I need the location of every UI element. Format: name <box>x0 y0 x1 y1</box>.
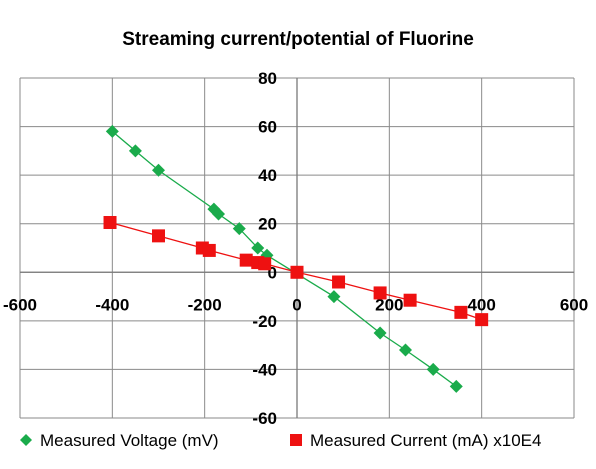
data-point-diamond <box>105 124 119 138</box>
legend: Measured Voltage (mV) Measured Current (m… <box>20 431 541 450</box>
legend-label: Measured Voltage (mV) <box>40 431 219 450</box>
data-point-square <box>454 305 468 319</box>
legend-marker-square <box>290 434 302 446</box>
data-point-square <box>403 293 417 307</box>
y-tick-label: 20 <box>258 215 277 234</box>
data-point-diamond <box>426 362 440 376</box>
legend-item-1: Measured Current (mA) x10E4 <box>290 431 541 450</box>
data-point-diamond <box>212 207 226 221</box>
data-point-square <box>202 243 216 257</box>
x-tick-label: -600 <box>3 295 37 314</box>
data-point-diamond <box>152 163 165 177</box>
data-point-diamond <box>398 343 412 357</box>
data-point-diamond <box>327 290 341 304</box>
legend-label: Measured Current (mA) x10E4 <box>310 431 541 450</box>
x-tick-label: 0 <box>292 295 301 314</box>
x-tick-label: -400 <box>95 295 129 314</box>
y-tick-label: -20 <box>252 312 277 331</box>
data-point-square <box>103 216 117 229</box>
data-point-diamond <box>373 326 387 340</box>
y-tick-label: -40 <box>252 360 277 379</box>
x-tick-label: 400 <box>467 295 495 314</box>
y-tick-label: 0 <box>268 263 277 282</box>
y-tick-label: 40 <box>258 166 277 185</box>
series-1 <box>103 216 489 327</box>
series-0 <box>105 124 463 393</box>
data-point-diamond <box>449 379 463 393</box>
y-tick-label: 60 <box>258 118 277 137</box>
y-tick-label: -60 <box>252 409 277 428</box>
x-tick-label: 200 <box>375 295 403 314</box>
data-point-square <box>475 313 489 327</box>
legend-marker-diamond <box>20 434 32 446</box>
y-tick-label: 80 <box>258 69 277 88</box>
axes <box>20 78 574 418</box>
data-point-square <box>332 275 346 289</box>
series-layer <box>103 124 489 393</box>
data-point-square <box>258 257 272 271</box>
data-point-diamond <box>128 144 142 158</box>
data-point-square <box>290 265 304 279</box>
data-point-square <box>239 253 253 267</box>
legend-item-0: Measured Voltage (mV) <box>20 431 219 450</box>
data-point-diamond <box>251 241 265 255</box>
data-point-square <box>152 229 165 243</box>
x-tick-label: -200 <box>188 295 222 314</box>
chart-title: Streaming current/potential of Fluorine <box>122 29 474 50</box>
data-point-diamond <box>232 222 246 236</box>
data-point-square <box>373 286 387 300</box>
x-tick-label: 600 <box>560 295 588 314</box>
